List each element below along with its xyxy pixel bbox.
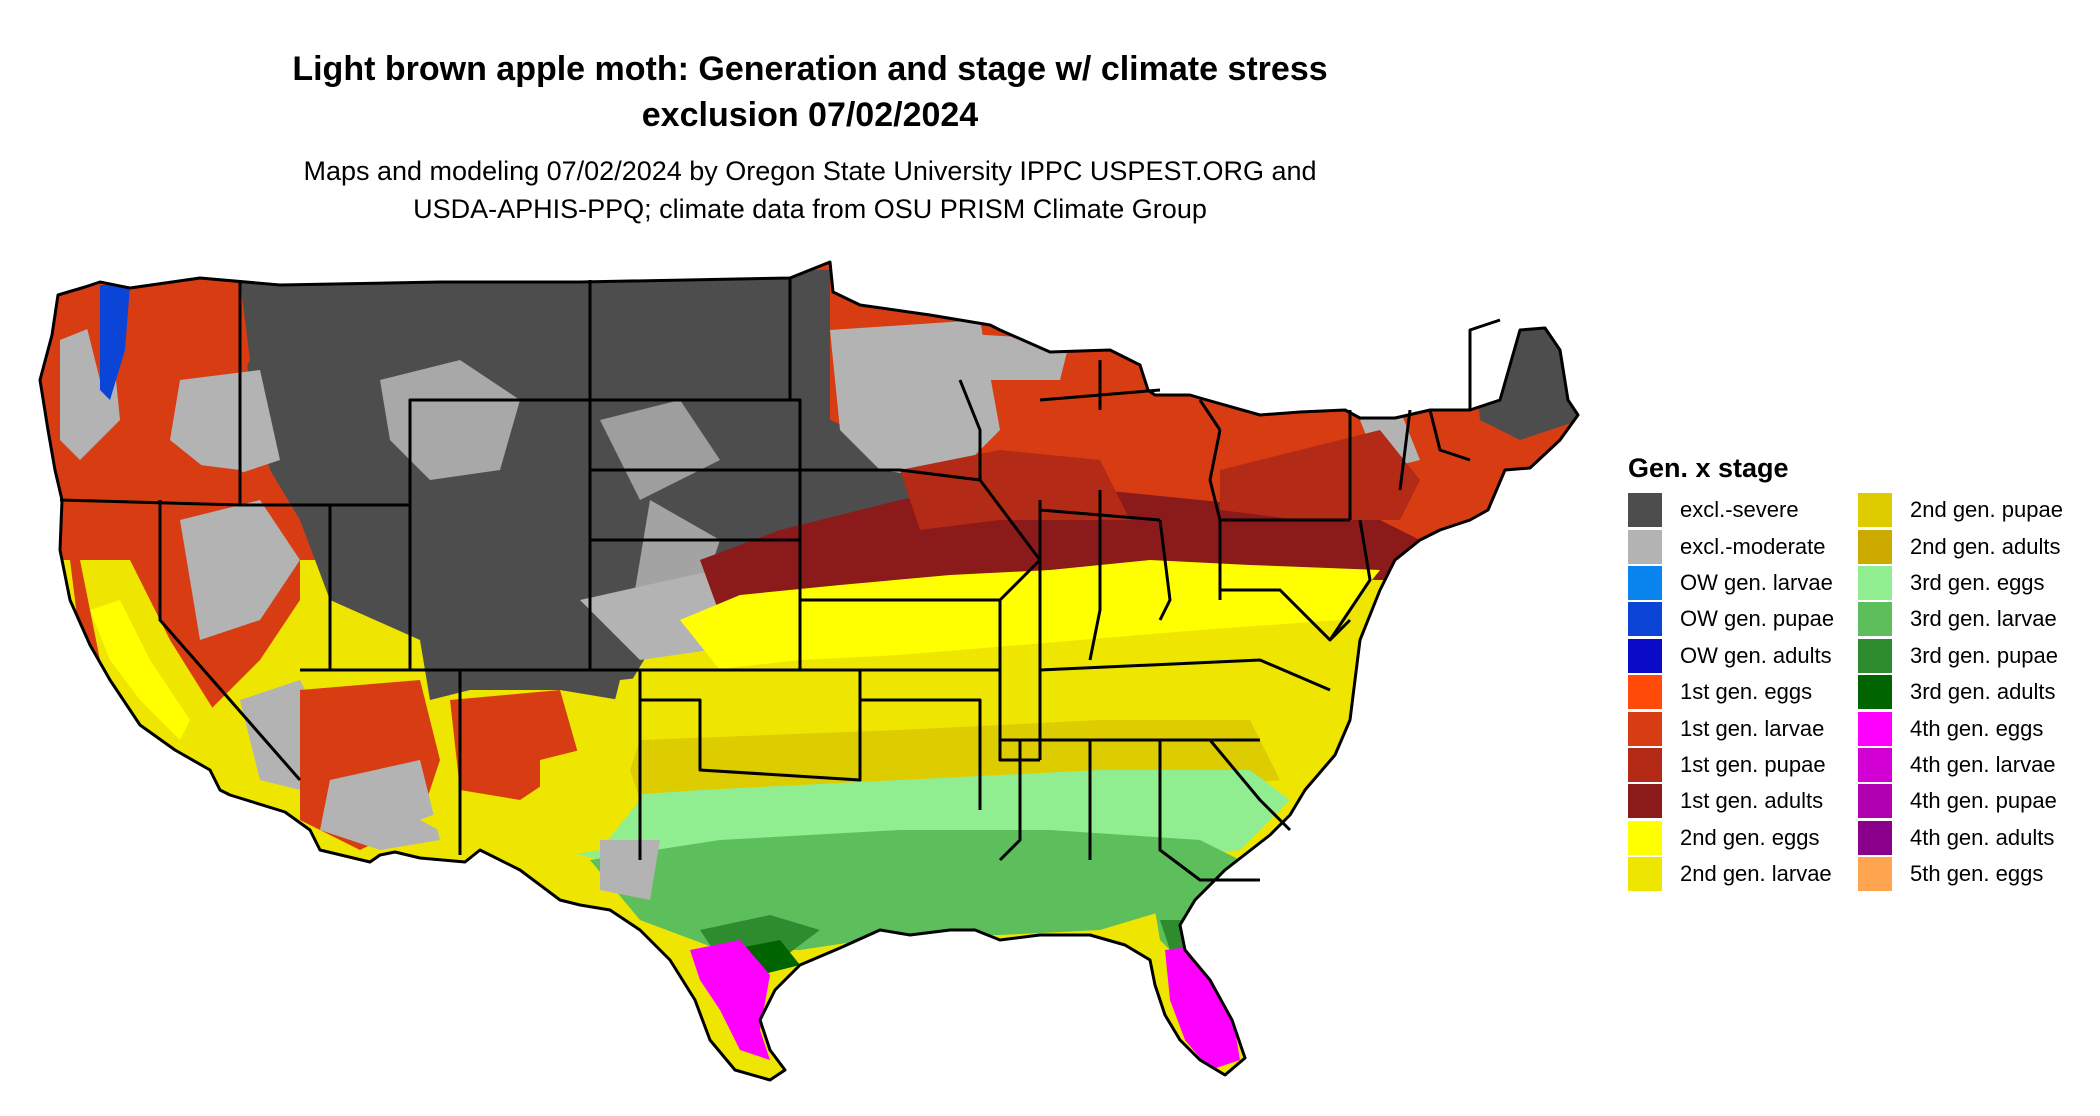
legend-label: 4th gen. eggs — [1910, 715, 2044, 741]
map-title: Light brown apple moth: Generation and s… — [40, 46, 1580, 138]
legend-item: 3rd gen. eggs — [1858, 565, 2088, 601]
legend-swatch — [1628, 711, 1662, 746]
legend-label: 4th gen. adults — [1910, 824, 2055, 850]
legend-swatch — [1858, 857, 1892, 892]
legend-swatch — [1628, 857, 1662, 892]
legend-item: excl.-moderate — [1628, 528, 1858, 564]
legend: Gen. x stage excl.-severe excl.-moderate… — [1628, 448, 2088, 892]
legend-swatch — [1858, 602, 1892, 637]
legend-swatch — [1628, 565, 1662, 600]
legend-label: excl.-severe — [1680, 497, 1799, 523]
map-subtitle-line-1: Maps and modeling 07/02/2024 by Oregon S… — [303, 156, 1317, 186]
legend-swatch — [1628, 820, 1662, 855]
map-subtitle-line-2: USDA-APHIS-PPQ; climate data from OSU PR… — [413, 194, 1207, 224]
legend-item: OW gen. pupae — [1628, 601, 1858, 637]
state-boundaries — [38, 260, 1580, 1082]
legend-label: 3rd gen. adults — [1910, 679, 2056, 705]
map-title-line-2: exclusion 07/02/2024 — [641, 96, 979, 134]
legend-label: 5th gen. eggs — [1910, 861, 2044, 887]
legend-item: 5th gen. eggs — [1858, 856, 2088, 892]
map-title-line-1: Light brown apple moth: Generation and s… — [292, 50, 1328, 88]
legend-item: 2nd gen. adults — [1858, 528, 2088, 564]
legend-item: 2nd gen. larvae — [1628, 856, 1858, 892]
legend-swatch — [1628, 675, 1662, 710]
legend-swatch — [1858, 711, 1892, 746]
legend-item: 4th gen. pupae — [1858, 783, 2088, 819]
legend-item: 4th gen. eggs — [1858, 710, 2088, 746]
legend-swatch — [1858, 565, 1892, 600]
legend-swatch — [1858, 784, 1892, 819]
legend-swatch — [1628, 493, 1662, 528]
legend-swatch — [1628, 638, 1662, 673]
legend-label: 2nd gen. eggs — [1680, 824, 1820, 850]
legend-label: OW gen. pupae — [1680, 606, 1835, 632]
legend-item: OW gen. adults — [1628, 638, 1858, 674]
legend-swatch — [1858, 820, 1892, 855]
legend-item: 3rd gen. adults — [1858, 674, 2088, 710]
legend-item: 4th gen. larvae — [1858, 747, 2088, 783]
legend-label: 2nd gen. larvae — [1680, 861, 1832, 887]
legend-item: 2nd gen. pupae — [1858, 492, 2088, 528]
legend-column-2: 2nd gen. pupae 2nd gen. adults 3rd gen. … — [1858, 492, 2088, 892]
legend-item: 2nd gen. eggs — [1628, 820, 1858, 856]
legend-item: 3rd gen. pupae — [1858, 638, 2088, 674]
legend-column-1: excl.-severe excl.-moderate OW gen. larv… — [1628, 492, 1858, 892]
legend-label: 1st gen. eggs — [1680, 679, 1813, 705]
legend-label: 1st gen. pupae — [1680, 751, 1826, 777]
legend-label: 4th gen. larvae — [1910, 751, 2056, 777]
legend-item: excl.-severe — [1628, 492, 1858, 528]
legend-label: 3rd gen. pupae — [1910, 642, 2059, 668]
legend-swatch — [1858, 675, 1892, 710]
legend-item: 1st gen. eggs — [1628, 674, 1858, 710]
legend-swatch — [1858, 493, 1892, 528]
legend-label: 1st gen. larvae — [1680, 715, 1825, 741]
legend-item: 1st gen. adults — [1628, 783, 1858, 819]
legend-item: OW gen. larvae — [1628, 565, 1858, 601]
legend-item: 3rd gen. larvae — [1858, 601, 2088, 637]
legend-label: excl.-moderate — [1680, 533, 1826, 559]
legend-label: 2nd gen. pupae — [1910, 497, 2063, 523]
legend-swatch — [1858, 747, 1892, 782]
legend-label: OW gen. larvae — [1680, 569, 1833, 595]
map-subtitle: Maps and modeling 07/02/2024 by Oregon S… — [40, 152, 1580, 228]
legend-item: 1st gen. pupae — [1628, 747, 1858, 783]
legend-label: 4th gen. pupae — [1910, 788, 2057, 814]
legend-swatch — [1628, 784, 1662, 819]
legend-swatch — [1628, 602, 1662, 637]
legend-item: 4th gen. adults — [1858, 820, 2088, 856]
legend-label: 3rd gen. eggs — [1910, 569, 2045, 595]
legend-item: 1st gen. larvae — [1628, 710, 1858, 746]
legend-title: Gen. x stage — [1628, 453, 1789, 483]
legend-swatch — [1628, 529, 1662, 564]
legend-swatch — [1858, 638, 1892, 673]
legend-swatch — [1628, 747, 1662, 782]
legend-swatch — [1858, 529, 1892, 564]
legend-label: OW gen. adults — [1680, 642, 1832, 668]
legend-label: 2nd gen. adults — [1910, 533, 2061, 559]
legend-label: 1st gen. adults — [1680, 788, 1824, 814]
legend-label: 3rd gen. larvae — [1910, 606, 2057, 632]
